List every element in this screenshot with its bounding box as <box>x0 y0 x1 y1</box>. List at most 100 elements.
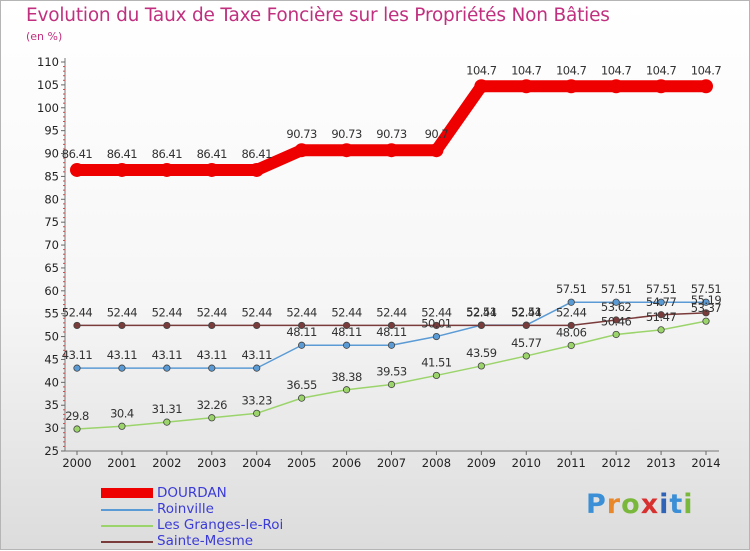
data-point <box>339 143 354 158</box>
data-point <box>612 316 620 324</box>
data-point <box>208 321 216 330</box>
data-label: 104.7 <box>466 63 497 77</box>
data-point <box>432 332 441 341</box>
y-tick-label: 80 <box>44 192 59 206</box>
legend-swatch <box>101 525 153 527</box>
data-label: 52.44 <box>421 305 452 319</box>
data-label: 51.47 <box>646 310 677 324</box>
data-point <box>387 321 396 330</box>
data-label: 31.31 <box>152 402 183 416</box>
data-point <box>253 321 261 330</box>
brand-letter: r <box>606 489 622 520</box>
data-point <box>477 362 485 370</box>
legend-swatch <box>101 509 153 511</box>
data-label: 104.7 <box>646 63 677 77</box>
data-label: 54.77 <box>646 295 677 309</box>
y-tick-label: 60 <box>44 284 59 298</box>
data-label: 48.06 <box>556 325 587 339</box>
data-label: 39.53 <box>376 365 407 379</box>
y-tick-label: 65 <box>44 261 59 275</box>
data-label: 50.01 <box>421 317 452 331</box>
data-label: 52.51 <box>511 305 542 319</box>
data-point <box>699 79 713 94</box>
legend-swatch <box>101 488 153 498</box>
legend-swatch <box>101 541 153 543</box>
y-tick-label: 40 <box>44 375 59 389</box>
data-label: 53.62 <box>601 300 632 314</box>
y-tick-label: 50 <box>44 330 59 344</box>
data-label: 57.51 <box>556 282 587 296</box>
data-label: 90.73 <box>286 127 317 141</box>
x-tick-label: 2014 <box>691 456 720 470</box>
legend-label: Sainte-Mesme <box>157 533 254 549</box>
data-point <box>387 341 396 349</box>
x-tick-label: 2004 <box>242 456 271 470</box>
data-point <box>387 380 396 389</box>
data-point <box>522 321 530 330</box>
y-tick-label: 90 <box>44 147 59 161</box>
axes: 25 30 35 40 45 50 55 60 65 70 75 80 85 90 95 100 105 110 2… <box>37 55 721 470</box>
data-point <box>253 409 261 417</box>
data-label: 43.11 <box>241 348 272 362</box>
data-label: 52.44 <box>376 305 407 319</box>
data-point <box>118 321 126 330</box>
data-label: 48.11 <box>286 325 317 339</box>
data-label: 52.44 <box>107 305 138 319</box>
data-point <box>654 79 669 94</box>
x-tick-label: 2003 <box>197 456 226 470</box>
data-label: 57.51 <box>646 282 677 296</box>
data-point <box>342 321 351 330</box>
data-point <box>567 298 575 306</box>
x-tick-label: 2000 <box>62 456 91 470</box>
data-label: 52.44 <box>556 305 587 319</box>
data-point <box>298 394 306 402</box>
brand-logo: Proxiti <box>586 489 694 520</box>
data-label: 90.73 <box>376 127 407 141</box>
data-point <box>564 79 579 94</box>
data-label: 52.44 <box>331 305 362 319</box>
data-label: 104.7 <box>691 63 722 77</box>
data-label: 50.46 <box>601 314 632 328</box>
data-point <box>159 162 174 177</box>
data-label: 29.8 <box>65 409 89 423</box>
data-label: 90.73 <box>331 127 362 141</box>
data-point <box>702 298 710 306</box>
x-tick-label: 2012 <box>602 456 631 470</box>
y-tick-label: 25 <box>44 444 59 458</box>
x-tick-label: 2011 <box>557 456 586 470</box>
data-label: 52.44 <box>241 305 272 319</box>
y-unit-label: (en %) <box>26 30 63 43</box>
data-point <box>70 162 84 177</box>
data-point <box>702 309 710 317</box>
brand-letter: i <box>683 489 694 520</box>
data-point <box>657 298 665 306</box>
brand-letter: P <box>586 489 607 520</box>
data-label: 32.26 <box>197 398 228 412</box>
data-point <box>612 298 620 306</box>
legend-label: Les Granges-le-Roi <box>157 517 284 533</box>
data-point <box>522 352 530 360</box>
data-label: 57.51 <box>601 282 632 296</box>
data-label: 45.77 <box>511 336 542 350</box>
data-point <box>249 162 264 177</box>
data-label: 30.4 <box>110 406 134 420</box>
data-label: 86.41 <box>152 147 183 161</box>
data-point <box>567 321 575 330</box>
y-tick-label: 75 <box>44 215 59 229</box>
data-point <box>253 364 261 372</box>
data-label: 48.11 <box>331 325 362 339</box>
data-point <box>702 317 710 325</box>
data-point <box>384 143 399 158</box>
data-label: 43.11 <box>152 348 183 362</box>
series-points <box>70 79 713 433</box>
x-tick-label: 2002 <box>152 456 181 470</box>
data-label: 86.41 <box>197 147 228 161</box>
data-point <box>657 311 665 319</box>
data-point <box>477 321 485 330</box>
data-point <box>114 162 129 177</box>
data-label: 86.41 <box>107 147 138 161</box>
brand-letter: x <box>640 489 660 520</box>
data-point <box>73 321 81 330</box>
